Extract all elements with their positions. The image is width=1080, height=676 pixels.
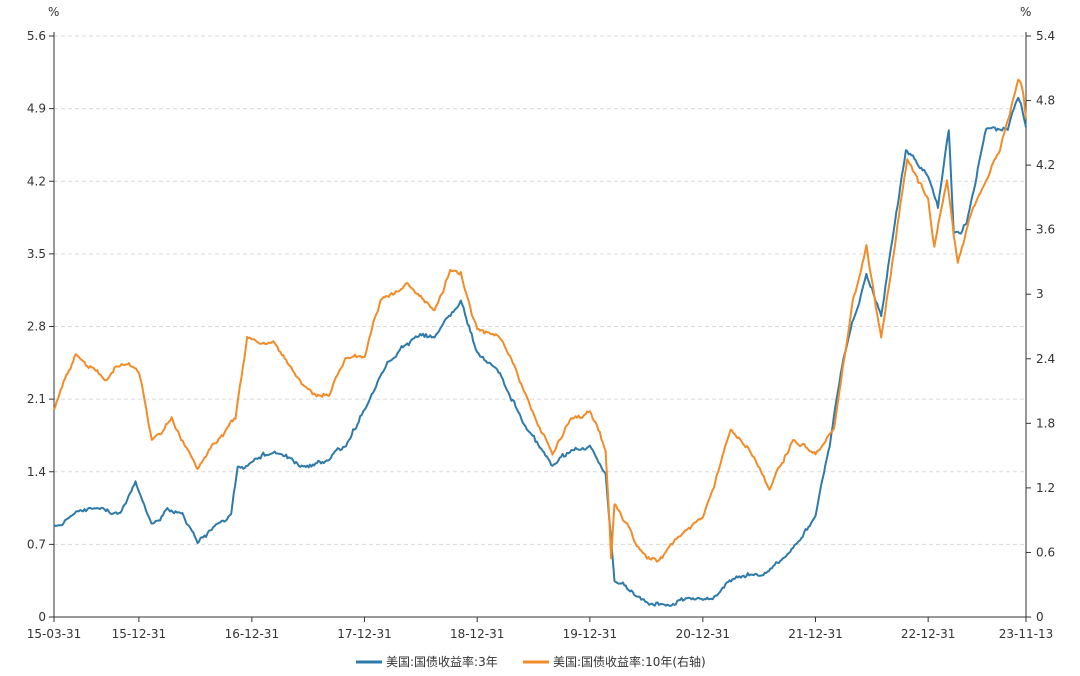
left-tick-label: 1.4 bbox=[27, 465, 46, 479]
left-tick-label: 3.5 bbox=[27, 247, 46, 261]
x-tick-label: 16-12-31 bbox=[225, 627, 279, 641]
legend-label-3y: 美国:国债收益率:3年 bbox=[386, 654, 498, 669]
x-tick-label: 18-12-31 bbox=[450, 627, 504, 641]
right-y-ticks: 0 0.6 1.2 1.8 2.4 3 3.6 4.2 4.8 5.4 bbox=[1026, 29, 1055, 624]
x-tick-label: 15-03-31 bbox=[27, 627, 81, 641]
left-y-ticks: 0 0.7 1.4 2.1 2.8 3.5 4.2 4.9 5.6 bbox=[27, 29, 54, 624]
legend-label-10y: 美国:国债收益率:10年(右轴) bbox=[553, 654, 706, 669]
right-tick-label: 4.8 bbox=[1036, 94, 1055, 108]
series-line-10y bbox=[53, 78, 1027, 563]
left-tick-label: 0 bbox=[38, 610, 46, 624]
legend: 美国:国债收益率:3年 美国:国债收益率:10年(右轴) bbox=[356, 654, 706, 669]
left-tick-label: 4.2 bbox=[27, 174, 46, 188]
right-tick-label: 0 bbox=[1036, 610, 1044, 624]
x-ticks: 15-03-31 15-12-31 16-12-31 17-12-31 18-12-31… bbox=[27, 617, 1053, 641]
right-tick-label: 4.2 bbox=[1036, 158, 1055, 172]
right-tick-label: 2.4 bbox=[1036, 352, 1055, 366]
left-tick-label: 0.7 bbox=[27, 537, 46, 551]
left-tick-label: 4.9 bbox=[27, 102, 46, 116]
x-tick-label: 19-12-31 bbox=[563, 627, 617, 641]
left-axis-unit: % bbox=[48, 5, 59, 19]
x-tick-label: 15-12-31 bbox=[112, 627, 166, 641]
right-tick-label: 3 bbox=[1036, 287, 1044, 301]
left-tick-label: 2.1 bbox=[27, 392, 46, 406]
left-tick-label: 2.8 bbox=[27, 320, 46, 334]
right-axis-unit: % bbox=[1020, 5, 1031, 19]
axes: % % bbox=[48, 5, 1031, 618]
right-tick-label: 1.8 bbox=[1036, 416, 1055, 430]
left-tick-label: 5.6 bbox=[27, 29, 46, 43]
right-tick-label: 1.2 bbox=[1036, 481, 1055, 495]
x-tick-label: 20-12-31 bbox=[676, 627, 730, 641]
x-tick-label: 17-12-31 bbox=[337, 627, 391, 641]
right-tick-label: 5.4 bbox=[1036, 29, 1055, 43]
x-tick-label: 23-11-13 bbox=[999, 627, 1053, 641]
x-tick-label: 22-12-31 bbox=[901, 627, 955, 641]
series-lines bbox=[53, 78, 1027, 607]
grid-lines bbox=[54, 35, 1026, 545]
x-tick-label: 21-12-31 bbox=[788, 627, 842, 641]
right-tick-label: 3.6 bbox=[1036, 223, 1055, 237]
right-tick-label: 0.6 bbox=[1036, 545, 1055, 559]
series-line-3y bbox=[53, 96, 1027, 607]
